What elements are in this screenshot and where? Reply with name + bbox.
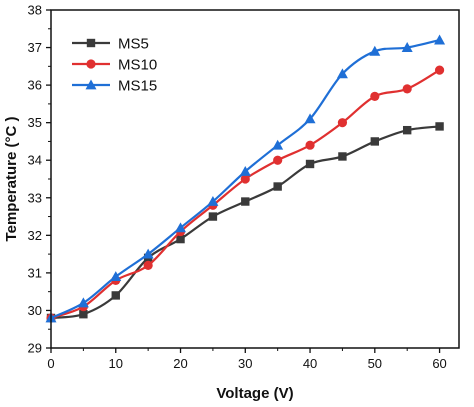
legend-label-ms10: MS10 xyxy=(118,57,157,74)
series-layer xyxy=(45,34,446,323)
y-tick-label-34: 34 xyxy=(28,153,42,168)
x-tick-label-40: 40 xyxy=(303,356,317,371)
legend-marker-ms15 xyxy=(85,79,97,90)
legend-label-ms15: MS15 xyxy=(118,78,157,95)
y-axis-title: Temperature (°C ) xyxy=(3,117,20,242)
y-tick-label-36: 36 xyxy=(28,78,42,93)
legend-label-ms5: MS5 xyxy=(118,36,149,53)
y-tick-label-32: 32 xyxy=(28,228,42,243)
point-ms5-35 xyxy=(273,182,282,191)
y-tick-label-31: 31 xyxy=(28,265,42,280)
point-ms15-35 xyxy=(272,139,284,150)
y-tick-label-38: 38 xyxy=(28,3,42,18)
y-tick-label-29: 29 xyxy=(28,341,42,356)
x-tick-label-0: 0 xyxy=(47,356,54,371)
point-ms15-15 xyxy=(142,248,154,259)
point-ms5-60 xyxy=(435,122,444,131)
legend: MS5 MS10 MS15 xyxy=(72,36,157,95)
point-ms5-30 xyxy=(241,197,250,206)
point-ms5-45 xyxy=(338,152,347,161)
point-ms15-10 xyxy=(110,271,122,282)
point-ms10-35 xyxy=(273,155,283,165)
point-ms5-40 xyxy=(305,159,315,169)
point-ms15-5 xyxy=(77,297,89,308)
y-tick-label-37: 37 xyxy=(28,40,42,55)
point-ms15-50 xyxy=(369,45,381,56)
point-ms10-15 xyxy=(143,260,153,270)
point-ms5-10 xyxy=(111,291,120,300)
point-ms15-55 xyxy=(401,42,413,52)
point-ms10-60 xyxy=(434,65,445,75)
point-ms15-45 xyxy=(336,68,348,79)
x-tick-label-20: 20 xyxy=(173,356,187,371)
point-ms15-20 xyxy=(175,222,187,233)
point-ms10-30 xyxy=(240,174,250,184)
series-line-ms5 xyxy=(50,125,440,320)
legend-marker-ms10 xyxy=(86,59,96,69)
point-ms15-25 xyxy=(207,196,219,206)
y-tick-label-33: 33 xyxy=(28,190,42,205)
point-ms5-5 xyxy=(79,310,88,319)
point-ms10-50 xyxy=(370,91,380,101)
point-ms5-20 xyxy=(176,234,185,244)
point-ms10-45 xyxy=(337,118,348,128)
point-ms10-40 xyxy=(305,140,315,150)
x-tick-label-50: 50 xyxy=(368,356,382,371)
ticks-layer: 0 10 20 30 40 50 60 29 30 31 32 33 34 35 36 37 38 xyxy=(28,3,447,372)
point-ms15-40 xyxy=(304,113,316,124)
point-ms10-55 xyxy=(402,84,412,94)
y-tick-label-35: 35 xyxy=(28,115,42,130)
x-tick-label-10: 10 xyxy=(109,356,123,371)
legend-marker-ms5 xyxy=(86,38,96,48)
x-tick-label-30: 30 xyxy=(238,356,252,371)
point-ms5-55 xyxy=(402,125,412,135)
point-ms5-25 xyxy=(208,212,218,221)
y-tick-label-30: 30 xyxy=(28,303,42,318)
point-ms5-50 xyxy=(370,137,380,146)
point-ms15-60 xyxy=(434,34,446,45)
point-ms15-30 xyxy=(239,165,251,176)
x-tick-label-60: 60 xyxy=(432,356,446,371)
x-axis-title: Voltage (V) xyxy=(216,385,293,402)
